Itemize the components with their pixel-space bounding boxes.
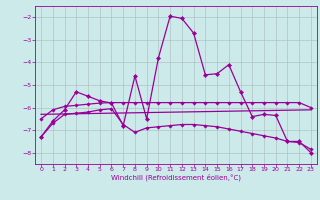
X-axis label: Windchill (Refroidissement éolien,°C): Windchill (Refroidissement éolien,°C) xyxy=(111,174,241,181)
